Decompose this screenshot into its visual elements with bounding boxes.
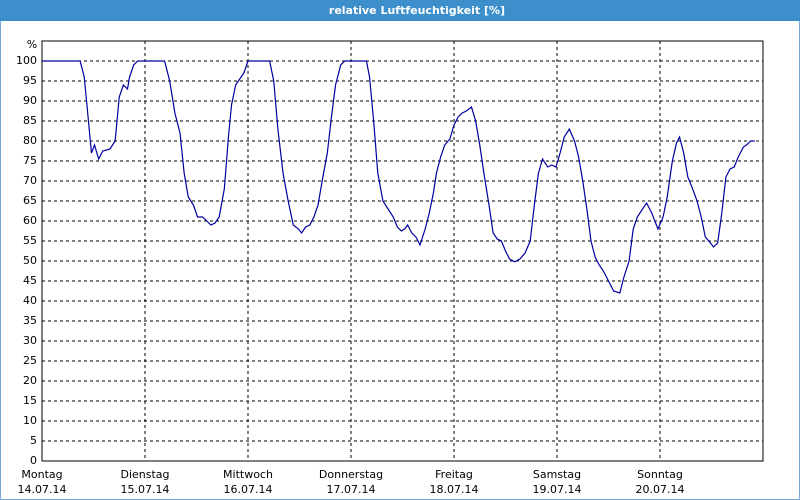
plot-area (41, 40, 764, 462)
y-tick-label: 80 (23, 134, 37, 147)
y-tick-label: 50 (23, 254, 37, 267)
x-tick-label: Montag (21, 468, 62, 481)
y-tick-label: 100 (16, 54, 37, 67)
y-tick-label: 40 (23, 294, 37, 307)
y-tick-label: 45 (23, 274, 37, 287)
y-tick-label: 85 (23, 114, 37, 127)
y-tick-label: 5 (30, 434, 37, 447)
x-tick-label: Sonntag (637, 468, 683, 481)
y-tick-label: 0 (30, 454, 37, 467)
y-tick-label: 55 (23, 234, 37, 247)
y-tick-label: 20 (23, 374, 37, 387)
y-tick-label: 30 (23, 334, 37, 347)
x-tick-label: Samstag (533, 468, 581, 481)
x-tick-label: Donnerstag (319, 468, 383, 481)
y-tick-label: 25 (23, 354, 37, 367)
y-tick-label: 75 (23, 154, 37, 167)
y-tick-label: 10 (23, 414, 37, 427)
x-tick-date: 16.07.14 (224, 483, 273, 496)
x-tick-label: Mittwoch (223, 468, 273, 481)
chart-title: relative Luftfeuchtigkeit [%] (329, 4, 505, 17)
y-tick-label: 35 (23, 314, 37, 327)
x-tick-date: 19.07.14 (533, 483, 582, 496)
x-tick-label: Freitag (435, 468, 473, 481)
x-tick-date: 17.07.14 (327, 483, 376, 496)
y-tick-label: 65 (23, 194, 37, 207)
data-line (42, 60, 755, 294)
y-tick-label: 70 (23, 174, 37, 187)
x-tick-date: 15.07.14 (121, 483, 170, 496)
x-tick-date: 14.07.14 (18, 483, 67, 496)
title-bar (0, 0, 800, 21)
y-tick-label: 15 (23, 394, 37, 407)
y-tick-label: 95 (23, 74, 37, 87)
x-tick-date: 18.07.14 (430, 483, 479, 496)
x-tick-label: Dienstag (120, 468, 169, 481)
y-tick-label: 90 (23, 94, 37, 107)
y-axis-label: % (27, 38, 37, 51)
y-tick-label: 60 (23, 214, 37, 227)
x-tick-date: 20.07.14 (636, 483, 685, 496)
